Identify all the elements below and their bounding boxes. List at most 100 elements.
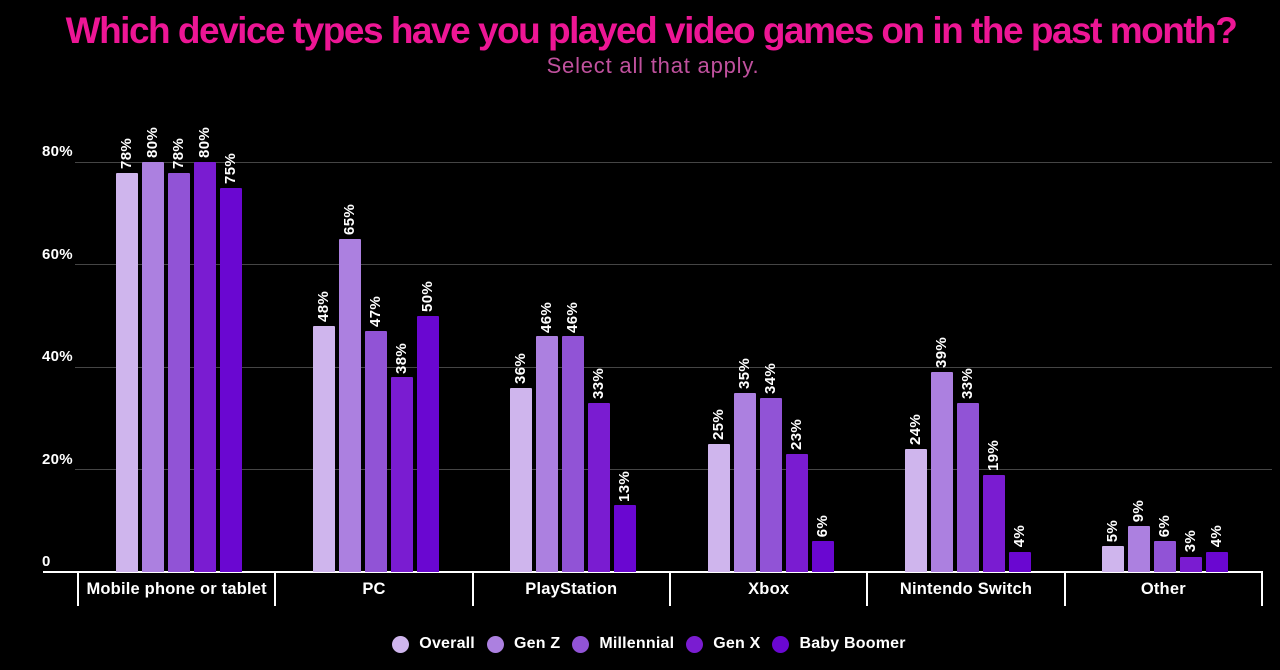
category-label: Mobile phone or tablet xyxy=(86,580,267,598)
legend-label: Gen X xyxy=(713,635,761,652)
bar-value-label: 6% xyxy=(1156,515,1174,538)
bar-Gen X-PlayStation xyxy=(588,403,611,572)
bar-Overall-Nintendo Switch xyxy=(905,449,927,572)
legend-swatch-icon xyxy=(486,635,504,653)
gridline-80% xyxy=(75,161,1272,163)
bar-value-label: 78% xyxy=(169,137,187,169)
legend: Overall Gen Z Millennial Gen X Baby Boomer xyxy=(9,635,1280,653)
bar-Gen X-Xbox xyxy=(785,454,808,572)
y-tick-label: 20% xyxy=(42,450,73,468)
bar-value-label: 80% xyxy=(143,127,161,159)
bar-value-label: 78% xyxy=(117,137,135,169)
bar-Overall-Other xyxy=(1102,546,1125,572)
x-axis-line xyxy=(43,571,1263,573)
bar-Overall-PC xyxy=(313,326,335,572)
bar-Baby Boomer-PC xyxy=(417,316,439,572)
legend-swatch-icon xyxy=(572,635,590,653)
bar-value-label: 24% xyxy=(907,414,924,446)
category-label: Xbox xyxy=(748,580,790,598)
y-tick-label: 60% xyxy=(42,245,73,263)
bar-value-label: 50% xyxy=(419,281,436,312)
legend-item-Baby Boomer: Baby Boomer xyxy=(772,635,905,653)
bar-Millennial-PlayStation xyxy=(562,336,585,572)
category-separator xyxy=(471,573,474,606)
bar-Gen Z-Nintendo Switch xyxy=(931,372,953,572)
bar-Gen Z-PlayStation xyxy=(536,336,559,572)
legend-item-Gen X: Gen X xyxy=(686,635,760,653)
bar-value-label: 4% xyxy=(1208,525,1226,548)
gridline-20% xyxy=(75,469,1272,471)
y-tick-label: 80% xyxy=(42,143,73,161)
bar-value-label: 39% xyxy=(933,337,950,369)
bar-Gen X-Other xyxy=(1180,556,1203,572)
legend-item-Millennial: Millennial xyxy=(572,635,674,653)
bar-value-label: 33% xyxy=(959,368,976,400)
bar-value-label: 6% xyxy=(813,515,831,538)
legend-swatch-icon xyxy=(772,635,790,653)
bar-value-label: 19% xyxy=(985,439,1002,471)
bar-Overall-PlayStation xyxy=(510,387,533,572)
legend-item-Gen Z: Gen Z xyxy=(486,635,561,653)
category-separator xyxy=(274,573,277,606)
category-separator xyxy=(866,573,869,606)
bar-value-label: 65% xyxy=(341,204,358,236)
bar-Millennial-PC xyxy=(365,331,387,572)
bar-value-label: 25% xyxy=(709,409,727,440)
bar-value-label: 36% xyxy=(512,352,530,384)
y-tick-label: 40% xyxy=(42,348,73,366)
chart-title: Which device types have you played video… xyxy=(65,10,1238,51)
category-label: PlayStation xyxy=(525,580,618,598)
legend-label: Overall xyxy=(419,635,475,652)
bar-Gen X-Mobile phone or tablet xyxy=(193,162,216,572)
bar-value-label: 47% xyxy=(367,296,384,328)
bar-Millennial-Other xyxy=(1154,541,1177,572)
bar-Gen X-PC xyxy=(391,377,413,572)
bar-value-label: 13% xyxy=(616,470,634,502)
bar-value-label: 23% xyxy=(787,419,805,451)
y-tick-label: 0 xyxy=(42,553,51,570)
bar-Overall-Xbox xyxy=(707,444,730,572)
category-separator xyxy=(1063,573,1066,606)
bar-Gen Z-PC xyxy=(339,239,361,572)
bar-value-label: 38% xyxy=(393,342,410,374)
bar-Baby Boomer-Mobile phone or tablet xyxy=(219,188,242,572)
bar-Millennial-Nintendo Switch xyxy=(957,403,979,572)
gridline-60% xyxy=(75,264,1272,266)
bar-value-label: 4% xyxy=(1011,525,1028,548)
category-label: Other xyxy=(1140,580,1186,598)
bar-Overall-Mobile phone or tablet xyxy=(115,172,138,572)
category-separator xyxy=(669,573,671,606)
chart-subtitle: Select all that apply. xyxy=(546,53,760,78)
bar-value-label: 3% xyxy=(1182,530,1200,553)
bar-value-label: 35% xyxy=(735,357,753,389)
bar-Baby Boomer-Xbox xyxy=(811,541,834,572)
gridline-40% xyxy=(75,366,1272,368)
legend-label: Baby Boomer xyxy=(799,635,906,652)
bar-value-label: 5% xyxy=(1104,520,1122,543)
legend-swatch-icon xyxy=(392,635,410,653)
legend-label: Gen Z xyxy=(513,635,561,652)
bar-value-label: 34% xyxy=(761,362,779,394)
bar-value-label: 46% xyxy=(538,301,556,333)
legend-label: Millennial xyxy=(599,635,675,652)
bar-Gen Z-Xbox xyxy=(733,392,756,572)
bar-value-label: 48% xyxy=(315,291,332,323)
bar-value-label: 46% xyxy=(564,301,582,333)
bar-Baby Boomer-PlayStation xyxy=(614,505,637,572)
bar-Gen Z-Mobile phone or tablet xyxy=(141,162,164,572)
bar-Gen Z-Other xyxy=(1128,525,1151,572)
bar-Baby Boomer-Nintendo Switch xyxy=(1009,551,1031,572)
legend-swatch-icon xyxy=(686,635,704,653)
category-separator xyxy=(77,573,79,606)
bar-value-label: 9% xyxy=(1130,499,1148,522)
bar-Baby Boomer-Other xyxy=(1206,551,1229,572)
bar-value-label: 80% xyxy=(195,127,213,159)
bar-value-label: 75% xyxy=(221,153,239,184)
category-separator xyxy=(1261,573,1263,606)
bar-Millennial-Mobile phone or tablet xyxy=(167,172,190,572)
bar-Gen X-Nintendo Switch xyxy=(983,474,1005,572)
category-label: PC xyxy=(362,580,386,598)
category-label: Nintendo Switch xyxy=(899,580,1033,598)
legend-item-Overall: Overall xyxy=(392,635,475,653)
